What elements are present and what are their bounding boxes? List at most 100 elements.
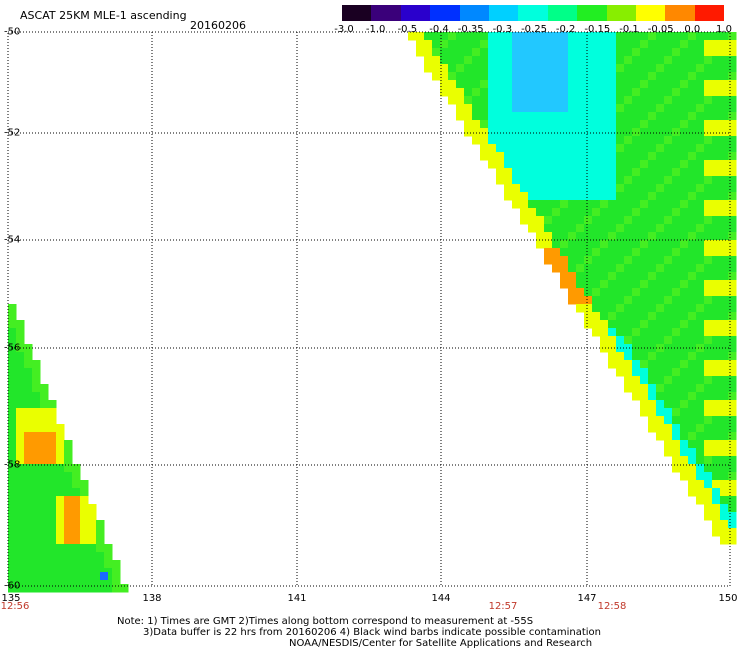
swath-cell [568,176,577,185]
swath-cell [608,240,617,249]
swath-cell [488,112,497,121]
swath-cell [88,528,97,537]
swath-cell [648,312,657,321]
swath-cell [656,288,665,297]
swath-cell [584,136,593,145]
swath-cell [536,192,545,201]
swath-cell [560,96,569,105]
swath-cell [584,48,593,57]
swath-cell [568,200,577,209]
swath-cell [616,184,625,193]
swath-cell [640,80,649,89]
swath-cell [528,216,537,225]
swath-cell [728,512,737,521]
swath-cell [704,104,713,113]
swath-cell [552,160,561,169]
swath-cell [728,416,737,425]
swath-cell [616,232,625,241]
longitude-gridlines [151,32,588,586]
swath-cell [656,320,665,329]
swath-cell [664,184,673,193]
swath-cell [560,176,569,185]
swath-cell [696,240,705,249]
swath-cell [528,128,537,137]
swath-cell [696,496,705,505]
swath-cell [584,112,593,121]
swath-cell [40,456,49,465]
swath-cell [424,40,433,49]
swath-cell [656,336,665,345]
swath-cell [584,280,593,289]
swath-cell [8,328,17,337]
swath-cell [672,352,681,361]
swath-cell [640,192,649,201]
swath-cell [720,168,729,177]
swath-cell [576,152,585,161]
swath-cell [528,104,537,113]
swath-cell [680,184,689,193]
swath-cell [712,72,721,81]
swath-cell [480,40,489,49]
swath-cell [712,440,721,449]
swath-cell [8,576,17,585]
swath-cell [672,376,681,385]
swath-cell [664,304,673,313]
swath-cell [576,48,585,57]
swath-cell [584,64,593,73]
color-scale-swatch [459,5,489,21]
swath-cell [656,296,665,305]
swath-cell [704,400,713,409]
swath-cell [688,480,697,489]
swath-cell [40,440,49,449]
swath-cell [616,112,625,121]
swath-cell [688,80,697,89]
swath-cell [24,424,33,433]
swath-cell [32,392,41,401]
swath-cell [728,320,737,329]
swath-cell [560,192,569,201]
swath-cell [624,72,633,81]
swath-cell [592,184,601,193]
swath-cell [16,416,25,425]
swath-cell [680,80,689,89]
swath-cell [672,48,681,57]
swath-cell [48,544,57,553]
swath-cell [544,136,553,145]
swath-cell [616,144,625,153]
swath-cell [656,216,665,225]
swath-cell [624,104,633,113]
swath-cell [32,488,41,497]
swath-cell [680,280,689,289]
swath-cell [552,184,561,193]
swath-cell [728,344,737,353]
swath-cell [728,504,737,513]
swath-cell [576,232,585,241]
swath-cell [712,96,721,105]
swath-cell [704,304,713,313]
swath-cell [40,464,49,473]
swath-cell [632,88,641,97]
swath-cell [472,88,481,97]
color-scale-swatch [694,5,725,21]
swath-cell [544,256,553,265]
swath-cell [712,80,721,89]
swath-cell [640,184,649,193]
swath-cell [720,480,729,489]
swath-cell [600,32,609,41]
swath-cell [8,352,17,361]
swath-cell [80,584,89,593]
swath-cell [656,344,665,353]
swath-cell [608,104,617,113]
lat-label-56: -56 [4,342,21,354]
swath-cell [80,560,89,569]
swath-cell [704,336,713,345]
swath-cell [592,48,601,57]
swath-cell [624,32,633,41]
swath-cell [552,264,561,273]
swath-cell [616,264,625,273]
swath-cell [640,224,649,233]
swath-cell [656,40,665,49]
swath-cell [616,72,625,81]
swath-cell [56,544,65,553]
swath-cell [544,104,553,113]
